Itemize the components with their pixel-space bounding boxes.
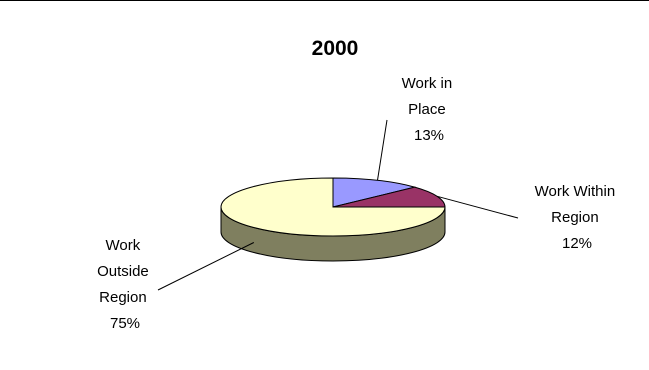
- chart-title: 2000: [312, 37, 359, 60]
- label-work-within-region-line-3: 12%: [562, 235, 592, 252]
- label-work-outside-region-line-4: 75%: [110, 315, 140, 332]
- label-work-outside-region-line-3: Region: [99, 289, 147, 306]
- label-work-outside-region: Work Outside Region 75%: [97, 237, 153, 332]
- label-work-in-place: Work in Place 13%: [402, 75, 457, 144]
- leader-work-outside-region: [157, 242, 255, 291]
- label-work-outside-region-line-2: Outside: [97, 263, 149, 280]
- leader-work-in-place: [376, 119, 388, 181]
- pie-slices: [220, 177, 446, 237]
- label-work-within-region-line-2: Region: [551, 209, 599, 226]
- slice-work-outside-region: [220, 177, 446, 237]
- leader-work-within-region: [437, 195, 519, 219]
- leader-lines: [157, 119, 519, 291]
- label-work-in-place-line-3: 13%: [414, 127, 444, 144]
- label-work-in-place-line-2: Place: [408, 101, 446, 118]
- slice-work-in-place: [332, 177, 417, 208]
- label-work-within-region-line-1: Work Within: [535, 183, 616, 200]
- label-work-within-region: Work Within Region 12%: [535, 183, 620, 252]
- label-work-outside-region-line-1: Work: [106, 237, 141, 254]
- label-work-in-place-line-1: Work in: [402, 75, 453, 92]
